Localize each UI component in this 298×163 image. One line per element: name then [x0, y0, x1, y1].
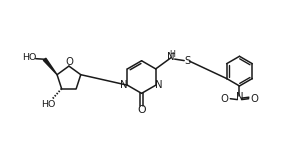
Text: N: N	[156, 80, 163, 90]
Text: O: O	[66, 57, 74, 67]
Text: O: O	[221, 94, 229, 104]
Polygon shape	[43, 58, 57, 75]
Text: N: N	[236, 92, 243, 102]
Text: N: N	[120, 80, 128, 90]
Text: H: H	[170, 50, 176, 59]
Text: N: N	[167, 52, 174, 62]
Text: S: S	[184, 56, 190, 66]
Text: HO: HO	[41, 100, 55, 109]
Text: O: O	[137, 105, 146, 115]
Text: HO: HO	[22, 53, 36, 62]
Text: O: O	[250, 94, 258, 104]
